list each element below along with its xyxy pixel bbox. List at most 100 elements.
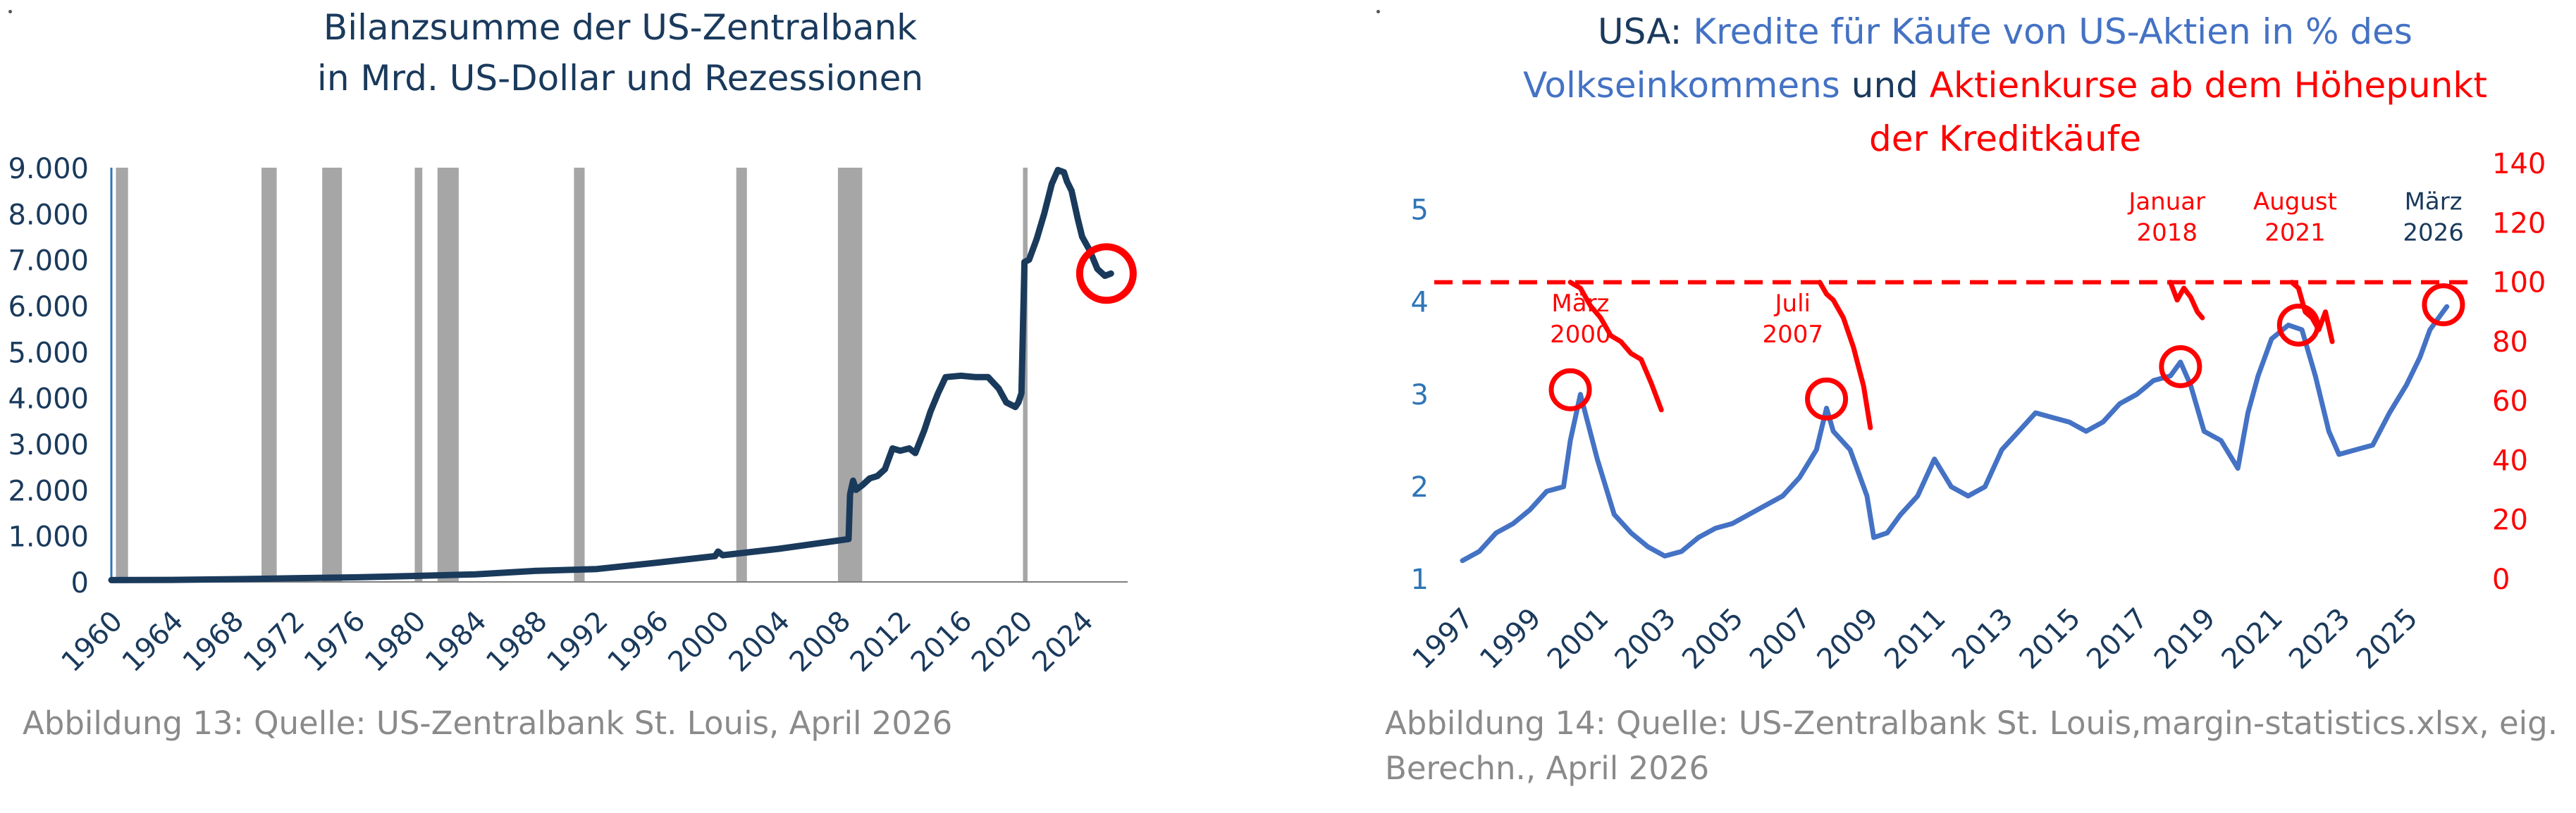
peak-label: Juli 2007 xyxy=(1763,290,1824,349)
caption-figure-13: Abbildung 13: Quelle: US-Zentralbank St.… xyxy=(23,705,953,742)
chart2-y-right-tick-label: 140 xyxy=(2492,148,2546,180)
margin-debt-line xyxy=(1460,304,2450,564)
caption-figure-14: Abbildung 14: Quelle: US-Zentralbank St.… xyxy=(1385,705,2558,787)
chart1-x-tick-label: 2016 xyxy=(905,605,979,679)
chart1-y-tick-label: 0 xyxy=(71,567,89,600)
chart1-y-tick-label: 9.000 xyxy=(8,153,89,185)
peak-label-line: Januar xyxy=(2127,188,2205,216)
peak-label: Januar 2018 xyxy=(2127,188,2205,247)
chart2-title-segment: Volkseinkommens xyxy=(1523,65,1840,106)
peak-label-line: Juli xyxy=(1774,290,1811,318)
chart1-y-tick-label: 8.000 xyxy=(8,199,89,231)
recession-band-6 xyxy=(574,168,585,582)
chart2-y-right-tick-label: 20 xyxy=(2492,504,2528,537)
chart2-x-tick-label: 2023 xyxy=(2283,602,2357,676)
chart2-title-segment: der Kreditkäufe xyxy=(1869,118,2141,159)
peak-label-line: August xyxy=(2253,188,2337,216)
peak-label: März 2000 xyxy=(1550,290,1611,349)
chart1-x-tick-label: 2024 xyxy=(1026,605,1100,679)
peak-highlight-circle xyxy=(2159,345,2202,388)
chart1-x-tick-label: 1992 xyxy=(541,605,615,679)
stray-dot-right xyxy=(1376,10,1380,13)
chart1-x-tick-label: 2012 xyxy=(844,605,918,679)
chart1-x-tick-label: 1964 xyxy=(116,605,190,679)
chart-margin-debt: USA: Kredite für Käufe von US-Aktien in … xyxy=(1407,11,2546,676)
chart2-x-tick-label: 2025 xyxy=(2350,602,2424,676)
chart1-y-tick-label: 7.000 xyxy=(8,245,89,278)
chart2-x-tick-label: 2005 xyxy=(1676,602,1750,676)
equity-drawdown-line-1 xyxy=(1567,280,1664,413)
chart1-y-tick-label: 1.000 xyxy=(8,521,89,554)
chart1-x-tick-label: 1960 xyxy=(56,605,130,679)
chart1-x-tick-label: 2008 xyxy=(784,605,858,679)
peak-label-line: 2000 xyxy=(1550,321,1611,349)
chart2-title-segment: Aktienkurse ab dem Höhepunkt xyxy=(1930,65,2487,106)
chart2-y-right-tick-label: 80 xyxy=(2492,326,2528,359)
peak-highlight-circle xyxy=(1805,377,1849,421)
peak-label-line: 2018 xyxy=(2136,219,2198,247)
equity-drawdown-line-4 xyxy=(2289,280,2335,345)
peak-highlight-circle xyxy=(2422,283,2465,327)
chart1-x-tick-label: 2004 xyxy=(723,605,797,679)
chart2-y-left-tick-label: 1 xyxy=(1411,564,1429,596)
peak-label: März 2026 xyxy=(2403,188,2464,247)
chart1-x-tick-label: 1972 xyxy=(238,605,312,679)
chart2-title-line-2: Volkseinkommens und Aktienkurse ab dem H… xyxy=(1523,65,2487,106)
chart1-x-tick-label: 1980 xyxy=(359,605,433,679)
chart1-x-tick-label: 2000 xyxy=(662,605,736,679)
chart2-x-tick-label: 2001 xyxy=(1541,602,1615,676)
chart1-x-tick-label: 1996 xyxy=(601,605,675,679)
chart2-y-right-tick-label: 0 xyxy=(2492,564,2510,596)
peak-label-line: 2021 xyxy=(2264,219,2326,247)
chart1-x-tick-label: 1984 xyxy=(419,605,493,679)
chart1-x-tick-label: 2020 xyxy=(966,605,1040,679)
chart2-title-segment: Kredite für Käufe von US-Aktien in % des xyxy=(1693,11,2412,52)
chart2-x-tick-label: 1997 xyxy=(1407,602,1481,676)
chart2-y-right-tick-label: 60 xyxy=(2492,385,2528,418)
recession-band-2 xyxy=(261,168,277,582)
chart1-title-line-1: Bilanzsumme der US-Zentralbank xyxy=(323,7,917,48)
balance-sheet-line xyxy=(108,166,1114,583)
chart1-y-tick-label: 5.000 xyxy=(8,337,89,369)
chart2-x-tick-label: 2013 xyxy=(1946,602,2020,676)
recession-band-3 xyxy=(322,168,343,582)
chart2-y-left-tick-label: 3 xyxy=(1411,379,1429,411)
chart1-y-tick-label: 3.000 xyxy=(8,429,89,461)
chart2-y-right-tick-label: 40 xyxy=(2492,445,2528,477)
equity-drawdown-line-3 xyxy=(2168,280,2205,321)
chart1-x-tick-label: 1988 xyxy=(480,605,554,679)
chart2-x-tick-label: 2015 xyxy=(2014,602,2088,676)
chart2-y-left-tick-label: 4 xyxy=(1411,287,1429,319)
chart2-y-left-tick-label: 5 xyxy=(1411,194,1429,227)
recession-band-5 xyxy=(437,168,459,582)
chart1-x-tick-label: 1968 xyxy=(177,605,251,679)
chart2-x-tick-label: 2009 xyxy=(1811,602,1885,676)
chart2-title-line-3: der Kreditkäufe xyxy=(1869,118,2141,159)
chart2-x-tick-label: 2019 xyxy=(2148,602,2222,676)
stray-dot-left xyxy=(8,10,12,13)
chart2-y-right-tick-label: 120 xyxy=(2492,207,2546,240)
chart2-y-left-tick-label: 2 xyxy=(1411,471,1429,504)
chart2-x-tick-label: 1999 xyxy=(1474,602,1548,676)
recession-band-1 xyxy=(116,168,128,582)
peak-label-line: März xyxy=(1551,290,1609,318)
chart2-title-segment: und xyxy=(1840,65,1930,106)
highlight-circle xyxy=(1076,243,1137,304)
chart2-title-segment: USA: xyxy=(1598,11,1693,52)
chart2-x-tick-label: 2011 xyxy=(1878,602,1952,676)
peak-label: August 2021 xyxy=(2253,188,2337,247)
chart1-x-tick-label: 1976 xyxy=(298,605,372,679)
chart1-y-tick-label: 6.000 xyxy=(8,291,89,323)
chart1-y-tick-label: 4.000 xyxy=(8,383,89,416)
chart2-x-tick-label: 2017 xyxy=(2081,602,2155,676)
peak-label-line: 2026 xyxy=(2403,219,2464,247)
chart2-title-line-1: USA: Kredite für Käufe von US-Aktien in … xyxy=(1598,11,2412,52)
equity-drawdown-line-2 xyxy=(1817,280,1873,430)
recession-band-4 xyxy=(414,168,423,582)
peak-label-line: März xyxy=(2405,188,2463,216)
chart2-x-tick-label: 2003 xyxy=(1609,602,1683,676)
peak-label-line: 2007 xyxy=(1763,321,1824,349)
peak-highlight-circle xyxy=(1548,368,1592,411)
chart2-y-right-tick-label: 100 xyxy=(2492,267,2546,299)
